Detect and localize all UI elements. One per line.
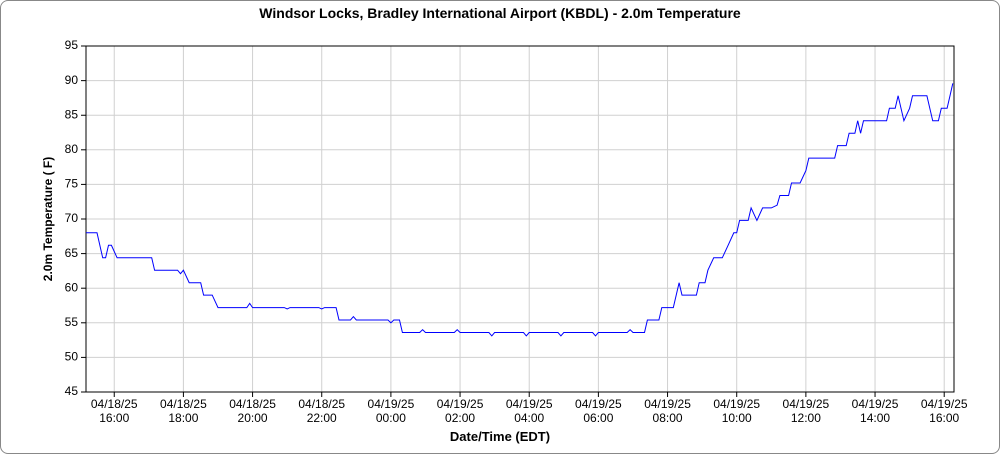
x-tick-label: 04/18/25 20:00 [229, 397, 276, 425]
x-tick-label: 04/18/25 22:00 [298, 397, 346, 425]
x-tick-label: 04/19/25 16:00 [920, 397, 968, 425]
y-tick-label: 85 [65, 107, 79, 121]
x-tick-label: 04/18/25 16:00 [90, 397, 138, 425]
y-tick-label: 50 [65, 350, 79, 364]
x-tick-label: 04/19/25 02:00 [436, 397, 484, 425]
x-tick-label: 04/19/25 08:00 [644, 397, 691, 425]
x-tick-label: 04/19/25 14:00 [851, 397, 899, 425]
x-tick-label: 04/19/25 06:00 [575, 397, 622, 425]
y-axis-label: 2.0m Temperature ( F) [41, 157, 55, 281]
y-tick-label: 55 [65, 315, 79, 329]
y-tick-label: 45 [65, 384, 79, 398]
plot-frame [85, 45, 955, 393]
y-tick-label: 95 [65, 38, 79, 52]
y-tick-label: 80 [65, 142, 79, 156]
y-tick-label: 70 [65, 211, 79, 225]
y-tick-label: 90 [65, 73, 79, 87]
x-tick-label: 04/19/25 04:00 [505, 397, 553, 425]
x-tick-label: 04/19/25 10:00 [713, 397, 761, 425]
x-tick-label: 04/19/25 00:00 [367, 397, 415, 425]
x-tick-label: 04/18/25 18:00 [160, 397, 207, 425]
x-tick-label: 04/19/25 12:00 [782, 397, 830, 425]
x-axis-label: Date/Time (EDT) [449, 429, 551, 444]
y-tick-label: 65 [65, 246, 79, 260]
chart-title: Windsor Locks, Bradley International Air… [259, 5, 741, 21]
line [86, 83, 954, 337]
y-tick-label: 75 [65, 177, 79, 191]
y-tick-label: 60 [65, 280, 79, 294]
